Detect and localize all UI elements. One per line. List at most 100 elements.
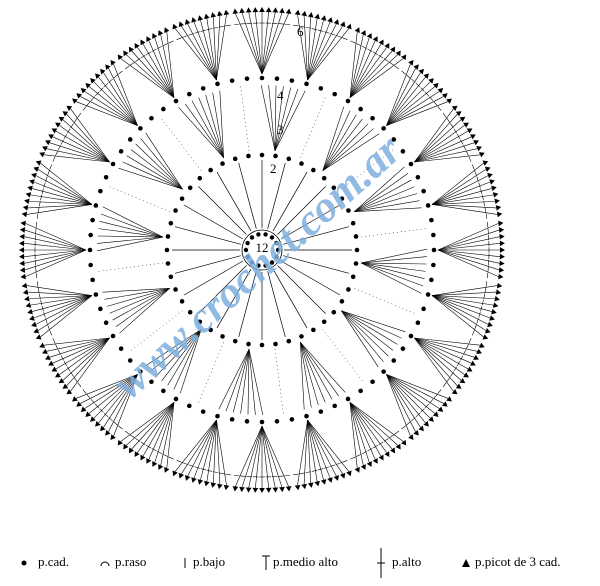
- stitch-bar: [284, 23, 291, 26]
- chain-dot: [138, 369, 143, 374]
- stitch-bar: [411, 417, 416, 422]
- picot: [400, 54, 407, 61]
- picot: [455, 111, 462, 117]
- stitch-bar: [453, 366, 458, 372]
- stitch: [386, 68, 416, 126]
- picot: [378, 454, 384, 461]
- stitch: [431, 175, 489, 205]
- chain-dot: [244, 76, 250, 81]
- chain-dot: [299, 334, 304, 339]
- picot: [217, 483, 223, 490]
- chain-dot: [286, 338, 292, 344]
- picot: [400, 439, 407, 446]
- stitch: [185, 103, 224, 158]
- stitch: [386, 63, 411, 126]
- stitch: [307, 25, 343, 81]
- chain-dot: [256, 263, 261, 268]
- chain-dot: [381, 126, 386, 131]
- stitch: [131, 50, 175, 98]
- stitch: [62, 337, 110, 381]
- stitch-bar: [456, 133, 461, 140]
- stitch-bar: [367, 448, 373, 452]
- stitch: [431, 169, 487, 205]
- stitch-bar: [219, 25, 225, 28]
- stitch-bar: [45, 318, 48, 324]
- stitch: [307, 20, 324, 81]
- stitch-bar: [367, 48, 373, 52]
- picot: [489, 179, 495, 185]
- chain-dot: [164, 247, 170, 253]
- picot: [463, 372, 469, 378]
- stitch: [160, 402, 175, 466]
- stitch: [35, 175, 93, 205]
- picot: [134, 451, 140, 457]
- picot: [158, 30, 164, 36]
- stitch-bar: [49, 164, 52, 170]
- stitch: [349, 402, 370, 463]
- chain-dot: [339, 196, 345, 201]
- picot: [42, 348, 48, 354]
- stitch: [240, 349, 250, 414]
- picot: [320, 479, 327, 485]
- chain-dot: [429, 217, 434, 223]
- picot: [428, 416, 434, 422]
- picot: [473, 354, 479, 360]
- picot: [58, 116, 65, 123]
- chain-dot: [161, 388, 166, 394]
- picot: [451, 388, 458, 395]
- picot: [418, 68, 424, 75]
- chain-dot: [173, 287, 178, 292]
- picot: [146, 36, 152, 43]
- stitch: [187, 23, 217, 81]
- picot: [66, 388, 73, 395]
- chain-dot: [311, 327, 316, 333]
- chain-dot: [168, 220, 174, 226]
- stitch: [349, 47, 387, 98]
- chain-dot: [391, 358, 397, 363]
- stitch: [414, 130, 469, 163]
- picot: [232, 8, 239, 14]
- stitch-bar: [424, 403, 430, 409]
- stitch: [225, 349, 250, 412]
- picot: [29, 315, 35, 321]
- stitch-bar: [350, 456, 356, 460]
- stitch: [431, 162, 484, 205]
- stitch-bar: [433, 394, 438, 399]
- picot: [90, 416, 96, 422]
- picot: [25, 192, 32, 198]
- stitch: [300, 342, 326, 403]
- chain-dot: [259, 419, 265, 425]
- chain-dot: [425, 292, 431, 297]
- stitch-bar: [40, 194, 43, 201]
- picot: [25, 302, 32, 308]
- stitch: [322, 118, 363, 171]
- stitch-bar: [140, 54, 146, 59]
- picot: [360, 464, 366, 470]
- stitch: [183, 260, 244, 296]
- stitch: [248, 12, 263, 75]
- picot: [496, 282, 503, 289]
- chain-dot: [93, 203, 99, 208]
- chain-line: [322, 329, 363, 382]
- stitch-bar: [415, 412, 421, 418]
- stitch: [103, 72, 138, 126]
- stitch: [414, 337, 478, 352]
- picot: [327, 17, 333, 23]
- stitch-bar: [212, 471, 219, 474]
- stitch: [280, 204, 341, 240]
- chain-dot: [98, 306, 103, 312]
- stitch-bar: [130, 434, 135, 439]
- stitch: [174, 28, 217, 81]
- stitch-bar: [140, 441, 146, 446]
- picot: [19, 240, 25, 247]
- stitch: [80, 374, 138, 404]
- chain-dot: [345, 396, 351, 402]
- picot: [499, 247, 505, 253]
- stitch: [174, 255, 241, 274]
- stitch: [27, 204, 93, 209]
- chain-dot: [149, 115, 154, 121]
- stitch: [102, 206, 163, 238]
- legend: p.cad. p.raso p.bajo p.medio alto p.alto…: [21, 548, 561, 578]
- stitch-bar: [90, 399, 95, 404]
- chain-dot: [321, 319, 327, 325]
